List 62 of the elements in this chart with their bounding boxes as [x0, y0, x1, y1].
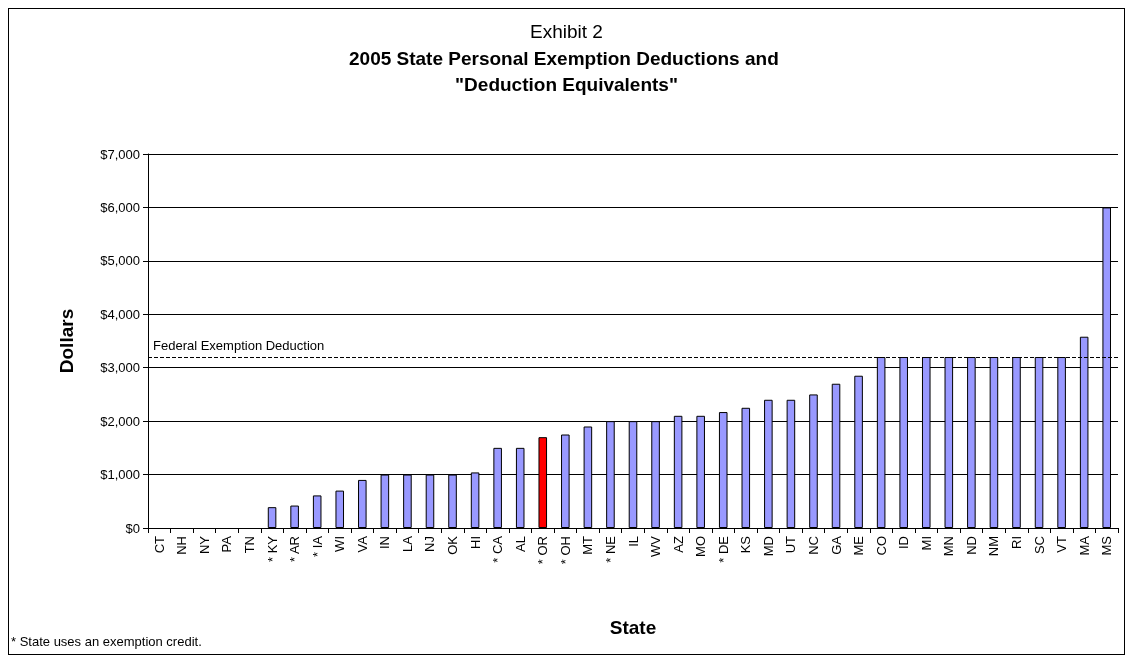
chart-title: Exhibit 2	[530, 21, 603, 42]
x-tick-label: UT	[783, 535, 799, 554]
x-tick-label: AZ	[670, 535, 686, 553]
x-tick-label: PA	[219, 535, 235, 553]
x-tick-label: OK	[445, 535, 461, 555]
x-tick-label: ND	[963, 536, 979, 555]
y-tick-label: $3,000	[100, 360, 140, 376]
x-tick-label: NM	[986, 536, 1002, 557]
x-tick-label: IN	[377, 536, 393, 549]
x-tick-label: MD	[760, 536, 776, 557]
bar	[290, 505, 299, 528]
x-tick-label: WI	[332, 536, 348, 552]
bar	[267, 507, 277, 528]
y-tick-label: $4,000	[100, 306, 140, 322]
x-tick-label: NC	[805, 536, 821, 555]
y-tick-label: $1,000	[100, 467, 140, 483]
x-tick-label: HI	[467, 536, 483, 549]
bar	[358, 479, 367, 528]
x-tick-label: MA	[1076, 535, 1092, 556]
x-tick-label: GA	[828, 535, 844, 555]
x-tick-label: NJ	[422, 536, 438, 552]
x-tick-label: MT	[580, 535, 596, 555]
x-tick-label: MI	[918, 536, 934, 551]
x-tick-label: MS	[1099, 535, 1115, 556]
x-tick-label: * OR	[535, 536, 551, 565]
x-axis-title: State	[609, 617, 657, 638]
x-tick-label: * KY	[264, 535, 280, 563]
x-tick-label: NH	[174, 536, 190, 555]
x-tick-label: MN	[941, 536, 957, 557]
x-tick-label: ME	[851, 535, 867, 556]
x-tick-label: LA	[399, 535, 415, 552]
x-tick-label: VA	[354, 535, 370, 553]
y-tick-label: $0	[125, 520, 140, 536]
x-tick-label: ID	[896, 536, 912, 549]
text: * State uses an exemption credit.	[11, 634, 202, 649]
y-tick-label: $7,000	[100, 146, 140, 162]
x-tick-label: IL	[625, 536, 641, 547]
x-tick-label: KS	[738, 535, 754, 554]
x-tick-label: AL	[512, 536, 528, 552]
x-tick-label: CO	[873, 536, 889, 556]
x-tick-label: * DE	[715, 535, 731, 563]
bar	[312, 495, 322, 528]
chart-subtitle: 2005 State Personal Exemption Deductions and "Deduction Equivalents"	[348, 47, 785, 95]
x-tick-label: MO	[693, 536, 709, 557]
x-tick-label: VT	[1054, 535, 1070, 553]
y-axis-title: Dollars	[56, 308, 77, 374]
y-tick-label: $2,000	[100, 413, 140, 429]
x-tick-label: * NE	[602, 535, 618, 563]
x-tick-label: * AR	[287, 536, 303, 563]
x-tick-label: * OH	[557, 536, 573, 565]
x-tick-label: RI	[1008, 536, 1024, 549]
x-tick-label: * CA	[490, 535, 506, 563]
y-tick-label: $5,000	[100, 253, 140, 269]
x-tick-label: WV	[648, 535, 664, 557]
x-tick-label: NY	[196, 535, 212, 555]
bar	[335, 490, 345, 528]
y-tick-label: $6,000	[100, 199, 140, 215]
x-tick-label: SC	[1031, 536, 1047, 555]
x-tick-label: CT	[151, 535, 167, 554]
x-tick-label: TN	[242, 536, 258, 554]
x-tick-label: * IA	[309, 535, 325, 557]
ref-line-label: Federal Exemption Deduction	[153, 338, 325, 354]
